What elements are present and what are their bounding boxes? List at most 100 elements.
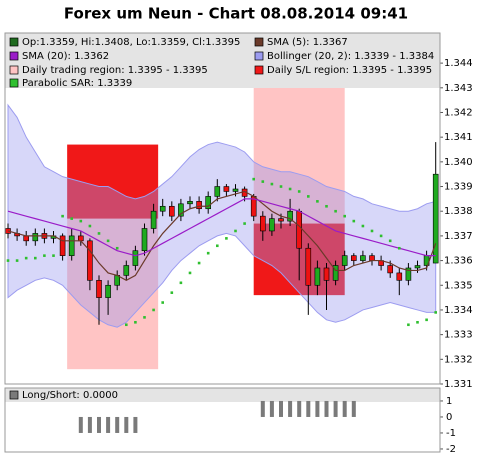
y-tick-label: 1 xyxy=(446,396,452,407)
sar-dot xyxy=(206,251,210,255)
legend-label: Daily trading region: 1.3395 - 1.3395 xyxy=(22,65,208,76)
candle-body xyxy=(196,201,202,210)
bar xyxy=(342,400,347,417)
bar xyxy=(324,400,329,417)
sar-dot xyxy=(316,200,319,203)
sar-dot xyxy=(225,237,228,240)
bar xyxy=(297,400,302,417)
sar-dot xyxy=(261,180,265,183)
bollinger-band xyxy=(7,103,437,328)
sar-dot xyxy=(15,259,19,262)
bar xyxy=(306,400,311,417)
sar-dot xyxy=(252,177,255,181)
sar-dot xyxy=(106,239,110,243)
legend-swatch xyxy=(254,51,264,61)
candle-body xyxy=(341,255,348,266)
bar xyxy=(106,416,111,433)
y-tick-label: -1 xyxy=(446,428,456,439)
candle-body xyxy=(205,196,211,210)
sar-dot xyxy=(152,308,155,312)
candle-body xyxy=(23,235,30,242)
bar xyxy=(133,416,138,433)
bar xyxy=(87,416,92,433)
sar-dot xyxy=(334,209,337,213)
candle-body xyxy=(432,173,439,264)
bar xyxy=(279,400,283,417)
candle-body xyxy=(369,255,375,261)
sar-dot xyxy=(97,232,101,235)
sar-dot xyxy=(325,204,328,208)
candle-body xyxy=(78,235,84,242)
legend-label: Op:1.3359, Hi:1.3408, Lo:1.3359, Cl:1.33… xyxy=(22,37,240,48)
candle-body xyxy=(159,205,166,212)
y-tick-label: 1.340 xyxy=(444,157,473,168)
legend-swatch xyxy=(9,51,19,61)
sar-dot xyxy=(88,224,92,228)
y-tick-label: 1.339 xyxy=(444,182,473,193)
sar-dot xyxy=(197,261,201,265)
candle-body xyxy=(150,210,157,229)
bar xyxy=(269,400,274,417)
y-tick-label: 1.333 xyxy=(444,330,473,341)
overlay: 1.331 1.332 1.333 1.334 1.335 1.336 1.337 1.338… xyxy=(4,32,473,455)
sar-dot xyxy=(52,254,55,257)
sar-dot xyxy=(61,214,64,218)
legend-background xyxy=(5,33,440,88)
y-tick-label: 1.341 xyxy=(444,132,473,143)
bar xyxy=(315,400,320,417)
sar-dot xyxy=(416,320,419,324)
bar xyxy=(124,416,129,433)
candle-body xyxy=(123,265,130,276)
legend-label: SMA (5): 1.3367 xyxy=(267,37,348,48)
candle-body xyxy=(350,255,357,261)
legend-label: SMA (20): 1.3362 xyxy=(22,51,109,62)
sar-dot xyxy=(370,229,374,233)
y-tick-label: 1.337 xyxy=(444,231,473,242)
sar-dot xyxy=(379,234,383,238)
candle-body xyxy=(305,247,312,286)
candle-body xyxy=(32,233,39,242)
panel-border xyxy=(4,387,441,453)
y-tick-label: 0 xyxy=(446,412,452,423)
sar-dot xyxy=(43,254,46,257)
candle-body xyxy=(169,205,175,217)
bar xyxy=(351,400,356,417)
sar-dot xyxy=(70,217,73,220)
bar xyxy=(97,416,101,433)
candle-body xyxy=(178,203,184,217)
sar-dot xyxy=(270,182,274,186)
candle-body xyxy=(96,280,102,298)
candle-body xyxy=(68,235,75,256)
candle-body xyxy=(232,188,239,192)
panel-border xyxy=(4,32,441,385)
sar-dot xyxy=(115,246,119,250)
candle-body xyxy=(214,186,221,197)
candle-body xyxy=(296,210,303,249)
bar xyxy=(260,400,265,417)
sar-dot xyxy=(216,244,219,248)
sar-dot xyxy=(170,291,174,294)
candle-body xyxy=(287,210,293,222)
sar-dot xyxy=(407,323,410,327)
sar-dot xyxy=(234,229,237,233)
candle-body xyxy=(187,201,193,205)
candle-body xyxy=(396,272,403,281)
sar-dot xyxy=(161,301,164,304)
sar-dot xyxy=(398,246,401,250)
candle-body xyxy=(105,284,111,298)
sar-dot xyxy=(243,222,246,225)
sar-dot xyxy=(143,316,146,319)
legend-swatch xyxy=(9,78,19,88)
bar xyxy=(78,416,83,433)
y-tick-label: 1.336 xyxy=(444,256,473,267)
y-tick-label: -2 xyxy=(446,444,456,455)
legend-label: Bollinger (20, 2): 1.3339 - 1.3384 xyxy=(267,51,434,62)
y-tick-label: 1.335 xyxy=(444,280,473,291)
legend-swatch xyxy=(9,390,19,400)
sar-dot xyxy=(361,224,365,228)
y-tick-label: 1.344 xyxy=(444,58,473,69)
candle-body xyxy=(323,267,330,281)
y-tick-label: 1.331 xyxy=(444,379,473,390)
candle-body xyxy=(314,267,321,286)
candle-body xyxy=(278,218,284,222)
